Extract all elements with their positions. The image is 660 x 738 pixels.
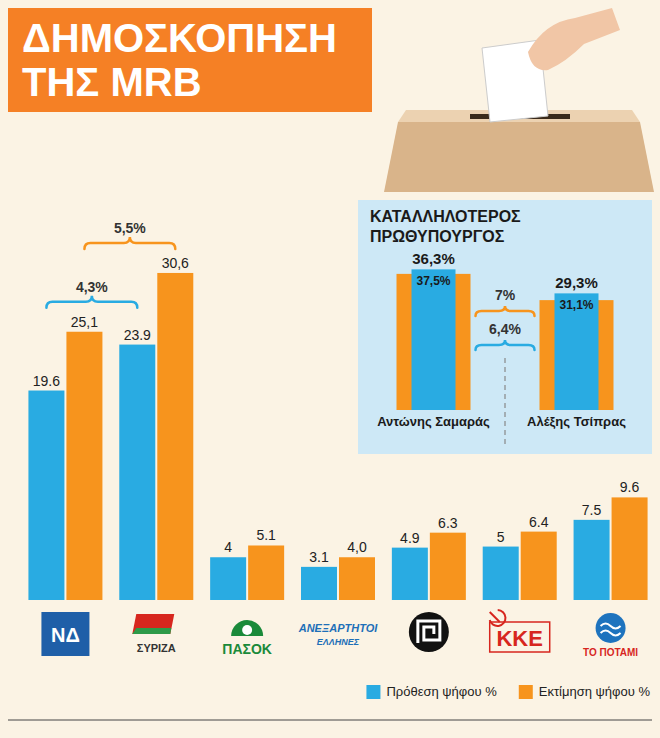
data-label: 5	[497, 529, 505, 545]
bar	[574, 520, 610, 600]
data-label: 4.9	[400, 530, 420, 546]
category-label: ΑΝΕΞΑΡΤΗΤΟΙ	[298, 622, 378, 634]
category-label: ΤΟ ΠΟΤΑΜΙ	[583, 647, 638, 658]
inset-labels: 36,3% 29,3% 37,5% 31,1%	[412, 250, 598, 312]
bar	[66, 332, 102, 600]
category-label: ΣΥΡΙΖΑ	[137, 642, 176, 654]
annotation: 6,4%	[489, 321, 521, 337]
legend-swatch	[519, 685, 533, 699]
logo	[490, 622, 550, 652]
logo	[409, 612, 449, 652]
title: ΤΗΣ MRB	[22, 60, 202, 104]
data-label: 37,5%	[416, 274, 450, 288]
logo	[596, 613, 626, 643]
bar	[430, 533, 466, 600]
page: ΔΗΜΟΣΚΟΠΗΣΗΤΗΣ MRB 19.6 23.9 4 3.1 4.9 5 7.5 25,…	[0, 0, 660, 738]
logo	[132, 614, 174, 634]
bar	[157, 273, 193, 600]
annotation: 5,5%	[114, 220, 146, 236]
title: ΔΗΜΟΣΚΟΠΗΣΗ	[22, 16, 337, 60]
data-label: 25,1	[71, 314, 98, 330]
bar	[248, 545, 284, 600]
logo	[418, 621, 440, 643]
bar	[555, 293, 599, 410]
ballot-illustration	[384, 8, 654, 192]
logo	[242, 625, 252, 635]
divider	[504, 358, 505, 444]
data-label: 30,6	[162, 255, 189, 271]
category-label: ΝΔ	[51, 624, 80, 646]
category-label: ΚΚΕ	[496, 626, 542, 651]
data-label: 6.4	[529, 514, 549, 530]
data-labels: 19.6 23.9 4 3.1 4.9 5 7.5 25,1 30,6 5.1 4,0 6.3 6.4 9…	[33, 255, 640, 565]
rule	[8, 720, 652, 721]
data-label: 4,0	[347, 539, 367, 555]
bracket	[84, 237, 175, 249]
legend-label: Εκτίμηση ψήφου %	[539, 684, 651, 699]
category-label: Αλέξης Τσίπρας	[527, 414, 626, 429]
data-label: 36,3%	[412, 250, 455, 267]
annotation: 7%	[495, 287, 516, 303]
bar	[28, 391, 64, 600]
legend-label: Πρόθεση ψήφου %	[386, 684, 497, 699]
legend: Πρόθεση ψήφου % Εκτίμηση ψήφου %	[366, 684, 650, 699]
bracket	[476, 306, 535, 316]
background	[0, 0, 660, 738]
title-box	[8, 8, 372, 112]
logo	[41, 612, 89, 656]
ballot-box	[384, 122, 654, 192]
data-label: 23.9	[124, 327, 151, 343]
data-label: 5.1	[256, 527, 276, 543]
hand	[528, 8, 620, 70]
bar	[392, 548, 428, 600]
data-label: 19.6	[33, 373, 60, 389]
bar	[119, 345, 155, 600]
logo	[231, 620, 263, 636]
category-label: ΠΑΣΟΚ	[222, 641, 272, 657]
category-label: Αντώνης Σαμαράς	[377, 414, 490, 429]
bar	[301, 567, 337, 600]
data-label: 31,1%	[559, 298, 593, 312]
bar	[521, 532, 557, 600]
bar	[210, 557, 246, 600]
bar	[412, 269, 456, 410]
bar	[483, 547, 519, 600]
logo	[132, 628, 171, 634]
category-label: ΕΛΛΗΝΕΣ	[317, 637, 360, 647]
data-label: 4	[224, 539, 232, 555]
bar	[612, 497, 648, 600]
data-label: 29,3%	[555, 274, 598, 291]
bracket	[476, 340, 535, 350]
inset-panel	[358, 200, 652, 454]
data-label: 6.3	[438, 515, 458, 531]
data-label: 7.5	[582, 502, 602, 518]
legend-swatch	[366, 685, 380, 699]
data-label: 3.1	[309, 549, 329, 565]
bar	[339, 557, 375, 600]
logo	[490, 610, 506, 626]
category-labels: ΝΔ ΣΥΡΙΖΑ ΠΑΣΟΚ ΑΝΕΞΑΡΤΗΤΟΙ ΕΛΛΗΝΕΣ ΚΚΕ ΤΟ ΠΟΤ…	[41, 610, 638, 658]
inset-title: ΚΑΤΑΛΛΗΛΟΤΕΡΟΣ	[370, 208, 521, 225]
inset-title: ΠΡΩΘΥΠΟΥΡΓΟΣ	[370, 228, 505, 245]
bracket	[46, 296, 137, 308]
data-label: 9.6	[620, 479, 640, 495]
annotation: 4,3%	[76, 279, 108, 295]
logo	[601, 624, 621, 636]
